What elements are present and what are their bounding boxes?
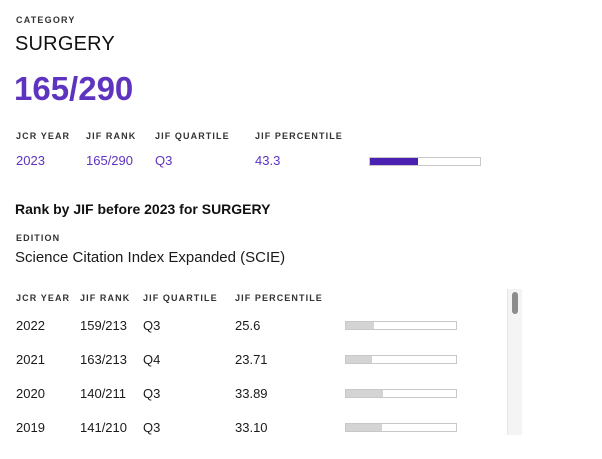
summary-header-year: JCR YEAR (16, 131, 71, 141)
row-percentile-bar-fill (346, 356, 373, 363)
summary-percentile-bar (369, 157, 481, 166)
row-quartile: Q3 (143, 420, 161, 435)
edition-value: Science Citation Index Expanded (SCIE) (15, 249, 286, 266)
category-rank: 165/290 (14, 70, 134, 107)
history-header-rank: JIF RANK (80, 293, 131, 303)
category-name: SURGERY (15, 33, 115, 55)
history-header-quartile: JIF QUARTILE (143, 293, 218, 303)
summary-percentile-bar-fill (370, 158, 418, 165)
row-percentile-bar-fill (346, 424, 383, 431)
summary-quartile: Q3 (155, 153, 173, 168)
row-rank: 163/213 (80, 352, 127, 367)
row-percentile: 33.10 (235, 420, 268, 435)
summary-rank: 165/290 (86, 153, 133, 168)
row-rank: 141/210 (80, 420, 127, 435)
row-percentile-bar-fill (346, 390, 384, 397)
row-quartile: Q4 (143, 352, 161, 367)
history-header-percentile: JIF PERCENTILE (235, 293, 323, 303)
row-quartile: Q3 (143, 318, 161, 333)
row-percentile: 23.71 (235, 352, 268, 367)
row-percentile-bar (345, 355, 457, 364)
row-percentile: 33.89 (235, 386, 268, 401)
category-label: CATEGORY (16, 15, 76, 25)
row-rank: 159/213 (80, 318, 127, 333)
row-year: 2020 (16, 386, 45, 401)
row-quartile: Q3 (143, 386, 161, 401)
row-percentile-bar (345, 423, 457, 432)
summary-percentile: 43.3 (255, 153, 281, 168)
row-percentile-bar-fill (346, 322, 375, 329)
history-header-year: JCR YEAR (16, 293, 71, 303)
row-percentile-bar (345, 389, 457, 398)
history-title: Rank by JIF before 2023 for SURGERY (15, 201, 271, 217)
scrollbar-thumb[interactable] (512, 292, 518, 314)
summary-header-rank: JIF RANK (86, 131, 137, 141)
row-percentile: 25.6 (235, 318, 261, 333)
history-table[interactable]: JCR YEAR JIF RANK JIF QUARTILE JIF PERCE… (0, 286, 522, 436)
history-scrollbar[interactable] (507, 289, 522, 435)
summary-header-percentile: JIF PERCENTILE (255, 131, 343, 141)
summary-header-quartile: JIF QUARTILE (155, 131, 230, 141)
edition-label: EDITION (16, 233, 61, 243)
row-year: 2022 (16, 318, 45, 333)
row-year: 2019 (16, 420, 45, 435)
summary-year: 2023 (16, 153, 45, 168)
row-year: 2021 (16, 352, 45, 367)
row-rank: 140/211 (80, 386, 127, 401)
row-percentile-bar (345, 321, 457, 330)
